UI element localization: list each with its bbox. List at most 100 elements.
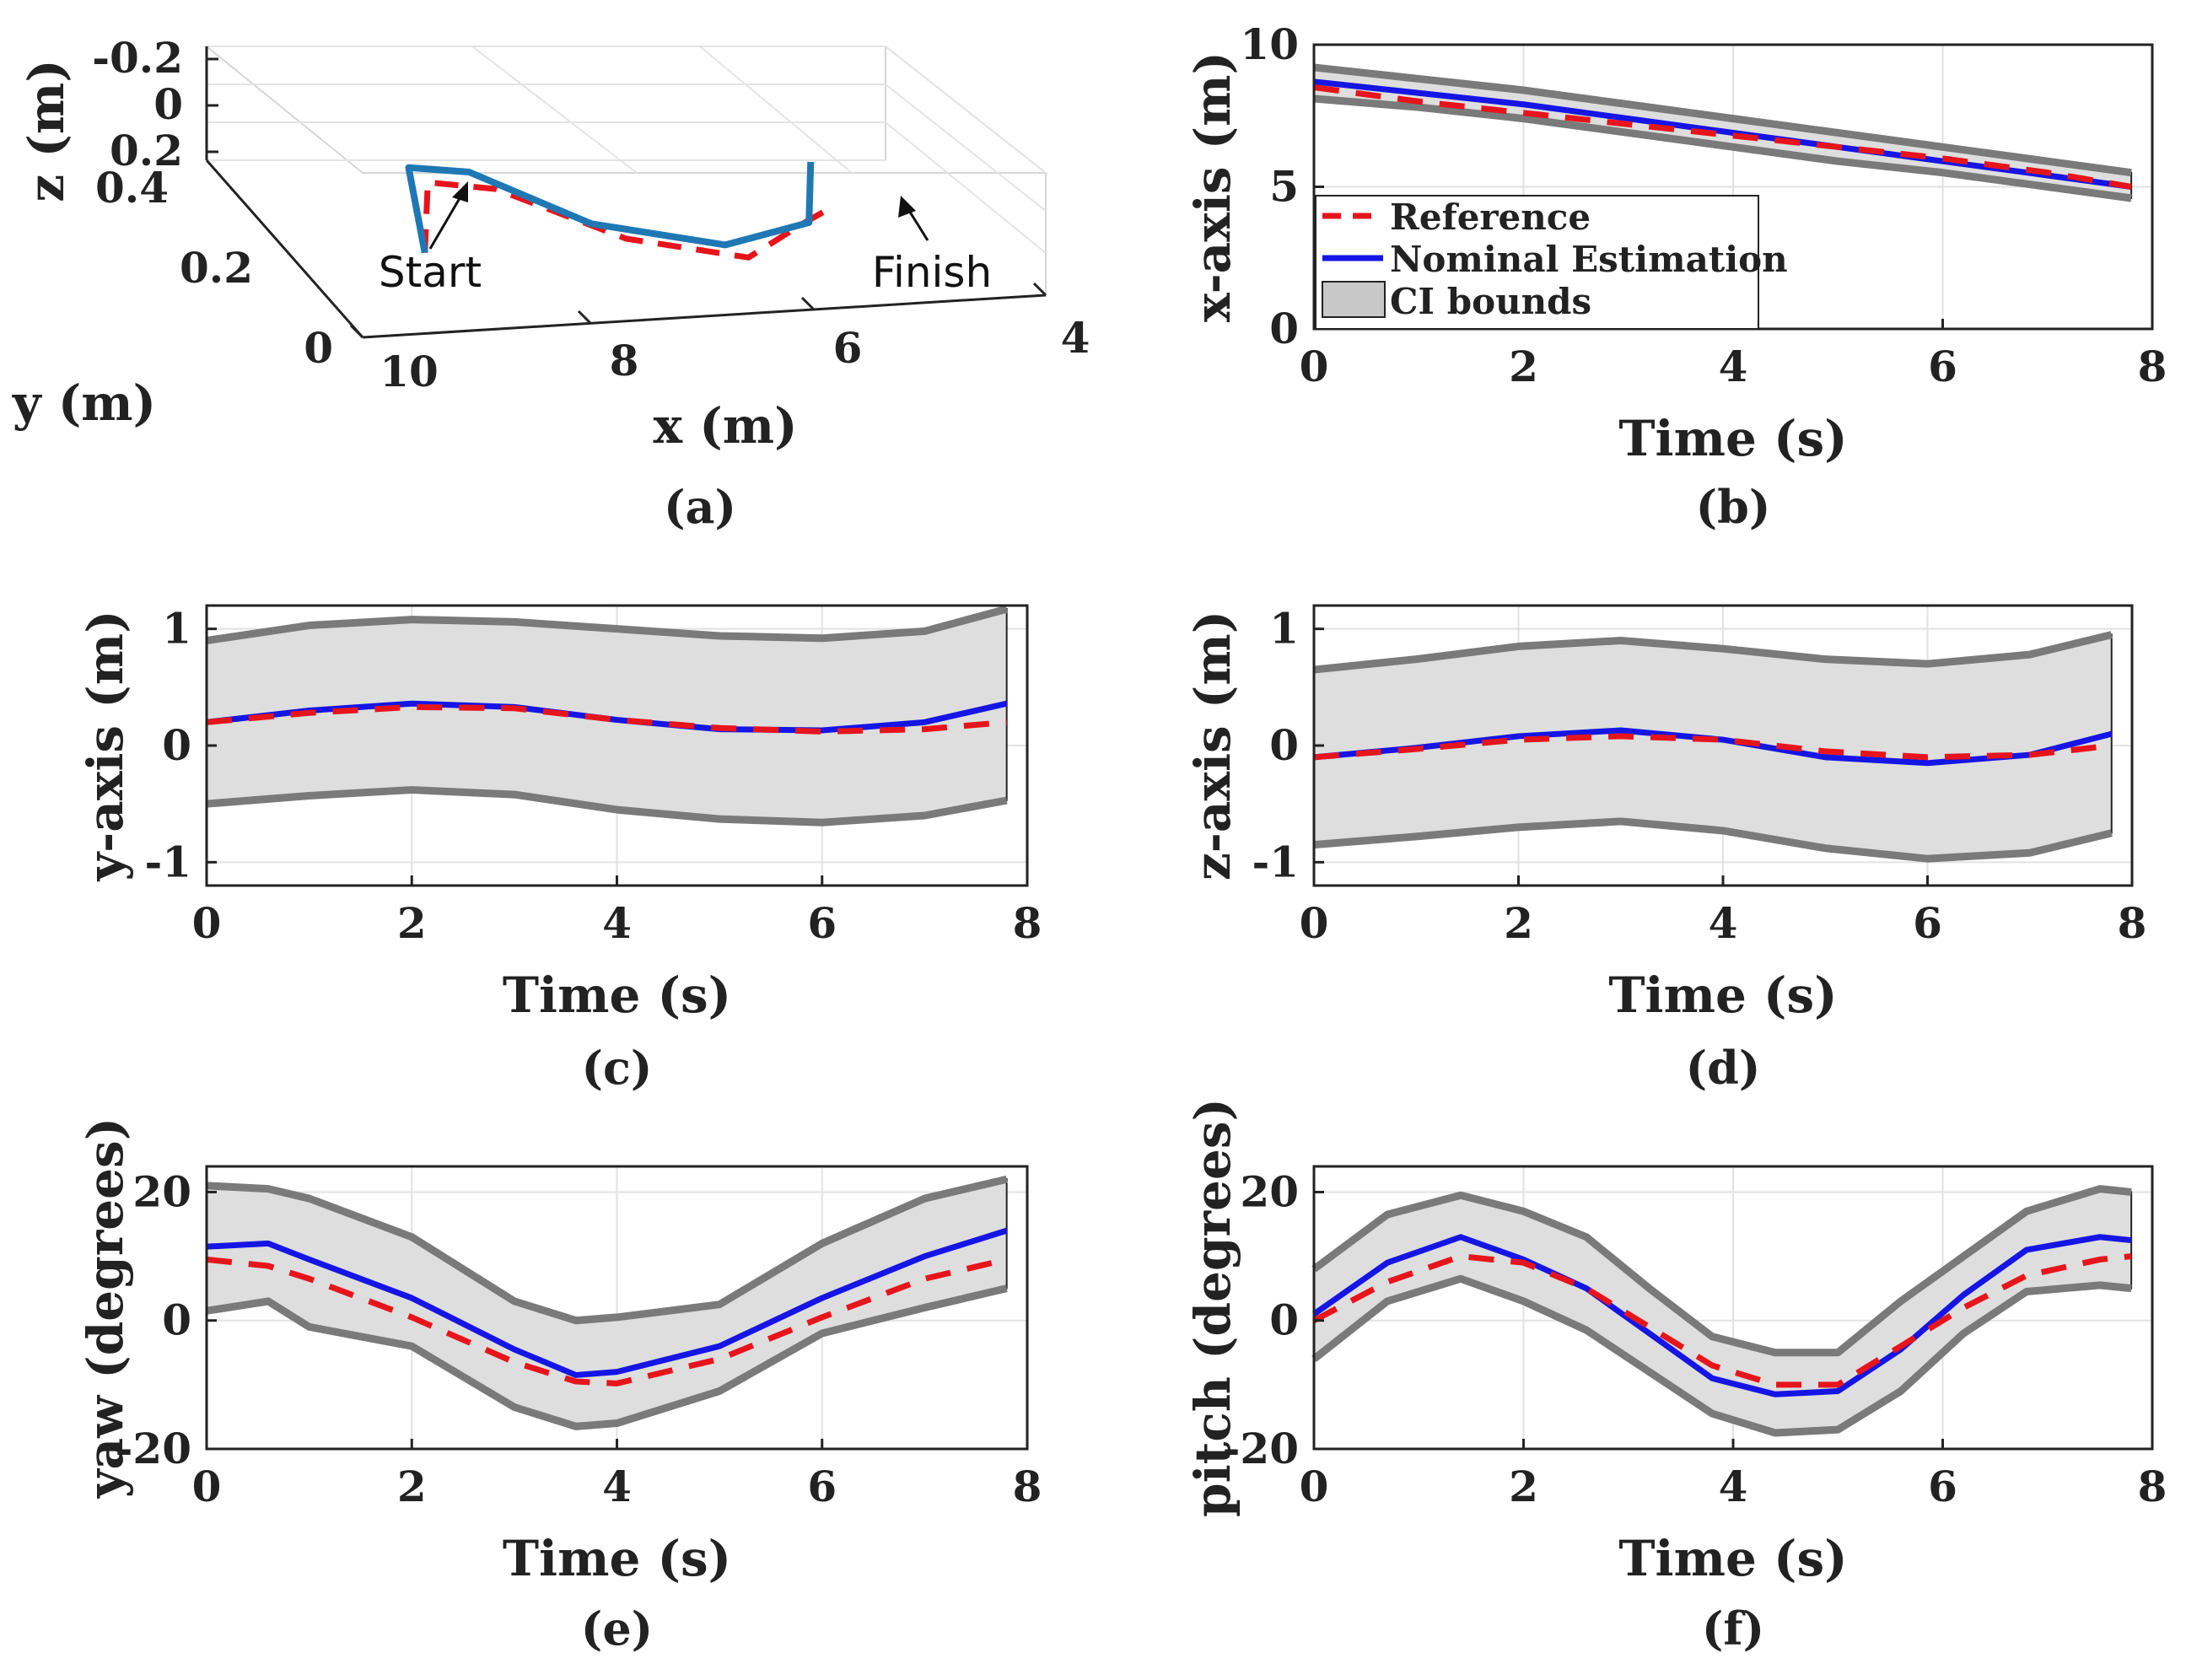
x-tick-label: 0 bbox=[1300, 1462, 1329, 1511]
x-axis-label: Time (s) bbox=[1608, 967, 1837, 1024]
x-tick-label: 2 bbox=[1504, 898, 1533, 948]
x-tick-label: 4 bbox=[1709, 898, 1738, 948]
x-tick-label: 0 bbox=[1300, 342, 1329, 391]
y-tick-label: -20 bbox=[1223, 1424, 1299, 1473]
y-tick-label: 0.2 bbox=[180, 243, 253, 293]
x-tick-label: 0 bbox=[192, 898, 222, 948]
annotation-start: Start bbox=[379, 248, 482, 297]
ci-upper-bound bbox=[1311, 1185, 2132, 1357]
x-tick-label: 6 bbox=[833, 323, 863, 373]
grid-line-3d bbox=[885, 121, 1047, 254]
x-tick bbox=[349, 324, 364, 339]
x-tick-label: 8 bbox=[2118, 898, 2147, 948]
x-tick-label: 4 bbox=[1719, 342, 1748, 391]
x-tick-label: 6 bbox=[807, 898, 837, 948]
grid-line-3d bbox=[885, 83, 1047, 212]
trajectory-estimate bbox=[405, 161, 815, 254]
x-tick-label: 2 bbox=[1509, 342, 1538, 391]
x-axis-label: x (m) bbox=[653, 397, 797, 455]
y-tick-label: -1 bbox=[1252, 837, 1299, 886]
y-tick-label: 0 bbox=[1269, 1295, 1299, 1345]
y-tick-label: 10 bbox=[1240, 19, 1299, 69]
z-axis-label: z (m) bbox=[18, 59, 75, 202]
x-tick-label: 4 bbox=[602, 1462, 632, 1511]
x-tick-label: 8 bbox=[1013, 898, 1042, 948]
legend-ci-swatch bbox=[1322, 281, 1386, 318]
y-tick-label: 1 bbox=[1269, 604, 1299, 654]
box-top bbox=[204, 46, 1048, 174]
x-tick-label: 4 bbox=[602, 898, 632, 948]
panel-b: 0 2 4 6 8 0 5 10 Time (s) x-axis (m) (b) ReferenceN… bbox=[1184, 19, 2167, 534]
y-tick-label: 20 bbox=[132, 1166, 191, 1216]
x-tick-label: 6 bbox=[1913, 898, 1942, 948]
ci-lower-bound bbox=[1313, 817, 2113, 863]
z-tick-label: 0.2 bbox=[110, 126, 183, 175]
y-axis-label: z-axis (m) bbox=[1184, 611, 1241, 880]
annotation-finish: Finish bbox=[872, 248, 992, 297]
x-tick-label: 10 bbox=[380, 347, 439, 396]
trajectory-reference bbox=[422, 179, 837, 261]
grid-line-3d bbox=[471, 46, 638, 174]
x-axis-label: Time (s) bbox=[1618, 410, 1847, 467]
y-axis-label: yaw (degrees) bbox=[77, 1117, 134, 1499]
ci-upper-bound bbox=[1313, 63, 2132, 177]
panel-caption: (c) bbox=[582, 1041, 653, 1095]
ci-upper-bound bbox=[1313, 631, 2113, 674]
panel-caption: (d) bbox=[1686, 1041, 1761, 1095]
y-tick-label: 0 bbox=[1269, 304, 1299, 353]
x-tick bbox=[800, 296, 816, 311]
estimate-line bbox=[1311, 1234, 2132, 1397]
x-axis-label: Time (s) bbox=[1618, 1530, 1847, 1587]
ci-lower-bound bbox=[1313, 94, 2132, 202]
legend-entry: CI bounds bbox=[1390, 281, 1591, 322]
x-tick bbox=[1032, 282, 1047, 297]
legend-entry: Nominal Estimation bbox=[1390, 239, 1788, 280]
y-tick-label: -1 bbox=[144, 837, 191, 886]
reference-line bbox=[1313, 84, 2132, 190]
x-tick-label: 6 bbox=[807, 1462, 837, 1511]
reference-line bbox=[206, 1256, 1008, 1387]
y-tick-label: 0 bbox=[162, 1295, 191, 1345]
x-tick-label: 6 bbox=[1928, 1462, 1957, 1511]
z-tick-label: -0.2 bbox=[92, 33, 183, 83]
y-tick-label: 5 bbox=[1269, 162, 1299, 212]
start-arrow bbox=[428, 193, 464, 250]
legend-box bbox=[1315, 195, 1759, 330]
finish-arrow-head bbox=[898, 196, 916, 218]
x-tick-label: 8 bbox=[2138, 342, 2167, 391]
panel-caption: (b) bbox=[1696, 480, 1771, 534]
y-tick-label: 0 bbox=[1269, 720, 1299, 770]
x-tick-label: 2 bbox=[397, 1462, 427, 1511]
y-axis-label: pitch (degrees) bbox=[1184, 1098, 1241, 1517]
ci-lower-bound bbox=[206, 1284, 1008, 1430]
y-axis-label: y (m) bbox=[12, 374, 156, 432]
panel-caption: (e) bbox=[581, 1602, 653, 1656]
x-tick-label: 4 bbox=[1719, 1462, 1748, 1511]
panel-caption: (f) bbox=[1702, 1602, 1764, 1656]
y-axis-label: y-axis (m) bbox=[77, 610, 134, 881]
grid-line-3d bbox=[885, 46, 1047, 174]
x-tick-label: 4 bbox=[1061, 313, 1090, 363]
y-tick-label: 0.4 bbox=[95, 163, 169, 213]
reference-line bbox=[206, 703, 1007, 735]
ci-lower-bound bbox=[206, 786, 1008, 827]
panel-a: -0.200.20.40.20 10 8 6 4z (m)y (m) x (m)(a)St… bbox=[12, 33, 1090, 534]
x-tick bbox=[577, 310, 592, 325]
legend-entry: Reference bbox=[1390, 197, 1591, 238]
y-tick-label: 0 bbox=[162, 720, 191, 770]
y-tick-label: -20 bbox=[116, 1424, 191, 1473]
y-tick-label: 1 bbox=[162, 604, 191, 654]
x-axis-label: Time (s) bbox=[503, 967, 731, 1024]
x-axis-label: Time (s) bbox=[503, 1530, 731, 1587]
z-tick-label: 0 bbox=[153, 79, 183, 129]
ci-upper-bound bbox=[206, 1175, 1008, 1325]
panel-caption: (a) bbox=[664, 480, 736, 534]
x-tick-label: 6 bbox=[1928, 342, 1957, 391]
reference-line bbox=[1312, 1253, 2132, 1388]
annotations: Start Finish bbox=[379, 181, 992, 297]
